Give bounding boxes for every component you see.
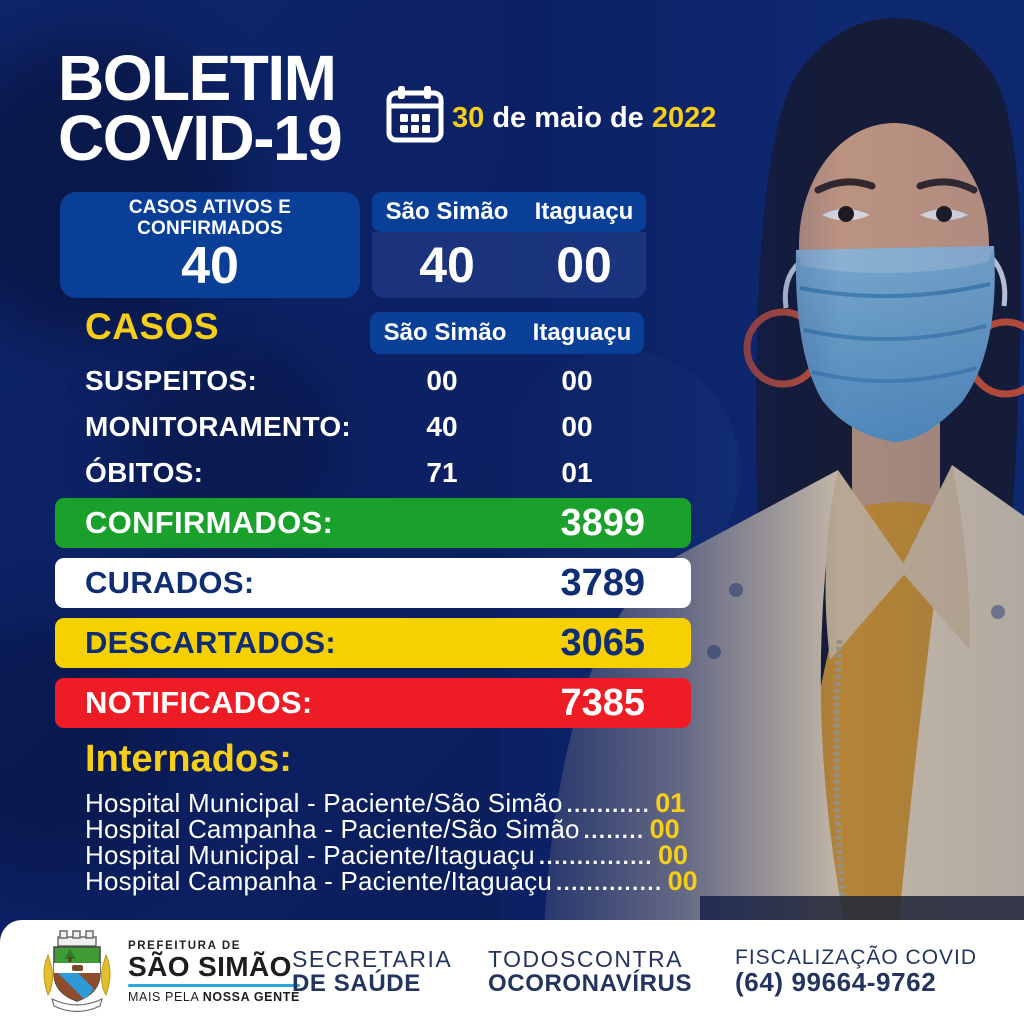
hospital-value: 00 (658, 840, 689, 870)
title-line2: COVID-19 (58, 102, 343, 175)
column-itaguacu: Itaguaçu (534, 198, 634, 225)
table-row: SUSPEITOS: 00 00 (85, 358, 645, 404)
descartados-bar: DESCARTADOS: 3065 (55, 618, 691, 668)
footer-band: PREFEITURA DE SÃO SIMÃO MAIS PELA NOSSA … (0, 920, 1024, 1024)
list-item: Hospital Campanha - Paciente/São Simão .… (85, 814, 698, 844)
list-item: Hospital Campanha - Paciente/Itaguaçu ..… (85, 866, 698, 896)
list-item: Hospital Municipal - Paciente/São Simão … (85, 788, 698, 818)
row-value-sao-simao: 00 (426, 365, 458, 396)
prefeitura-logo: PREFEITURA DE SÃO SIMÃO MAIS PELA NOSSA … (36, 929, 300, 1015)
row-value-sao-simao: 40 (426, 411, 458, 442)
prefeitura-wordmark: PREFEITURA DE SÃO SIMÃO MAIS PELA NOSSA … (128, 940, 300, 1004)
city-crest-logo (43, 930, 111, 1013)
bar-value: 3789 (560, 561, 645, 604)
logo-rule (128, 983, 300, 987)
hospital-value: 00 (649, 814, 680, 844)
casos-heading: CASOS (85, 306, 220, 347)
column-sao-simao: São Simão (383, 319, 507, 346)
summary-value-itaguacu: 00 (556, 237, 612, 293)
row-value-sao-simao: 71 (426, 457, 458, 488)
bar-label: CURADOS: (85, 565, 255, 600)
bulletin-date: 30 de maio de 2022 (452, 102, 716, 135)
hospital-label: Hospital Municipal - Paciente/São Simão (85, 788, 563, 818)
dot-leader: ............... (538, 844, 654, 869)
row-label: ÓBITOS: (85, 457, 204, 488)
bar-value: 3899 (560, 501, 645, 544)
row-label: SUSPEITOS: (85, 365, 258, 396)
summary-values: 40 00 (372, 232, 646, 298)
column-sao-simao: São Simão (385, 198, 509, 225)
prefeitura-line: PREFEITURA DE (128, 940, 242, 953)
hospital-label: Hospital Campanha - Paciente/Itaguaçu (85, 866, 553, 896)
internados-list: Hospital Municipal - Paciente/São Simão … (85, 788, 698, 896)
title-line1: BOLETIM (58, 42, 337, 114)
bar-value: 3065 (560, 621, 645, 664)
date-middle: de maio de (484, 102, 652, 134)
dot-leader: ........... (566, 792, 651, 817)
row-label: MONITORAMENTO: (85, 411, 352, 442)
summary-column-headers: São Simão Itaguaçu (372, 192, 646, 232)
row-value-itaguacu: 01 (561, 457, 593, 488)
curados-bar: CURADOS: 3789 (55, 558, 691, 608)
fiscalizacao-covid-block: FISCALIZAÇÃO COVID (64) 99664-9762 (735, 946, 978, 998)
bar-value: 7385 (560, 681, 645, 724)
active-cases-value: 40 (181, 237, 239, 296)
active-cases-label-1: CASOS ATIVOS E (128, 196, 292, 218)
casos-table: SUSPEITOS: 00 00 MONITORAMENTO: 40 00 ÓB… (85, 358, 645, 496)
casos-column-headers: São Simão Itaguaçu (370, 312, 644, 354)
bar-label: CONFIRMADOS: (85, 505, 334, 540)
city-name: SÃO SIMÃO (128, 951, 292, 983)
active-cases-label-2: CONFIRMADOS (137, 217, 283, 239)
active-cases-box: CASOS ATIVOS E CONFIRMADOS 40 (60, 192, 360, 298)
city-slogan: MAIS PELA NOSSA GENTE (128, 989, 300, 1004)
dot-leader: ........ (583, 818, 645, 843)
bar-label: DESCARTADOS: (85, 625, 337, 660)
calendar-icon (386, 86, 444, 143)
internados-heading: Internados: (85, 738, 292, 780)
hospital-label: Hospital Campanha - Paciente/São Simão (85, 814, 580, 844)
hospital-label: Hospital Municipal - Paciente/Itaguaçu (85, 840, 535, 870)
notificados-bar: NOTIFICADOS: 7385 (55, 678, 691, 728)
row-value-itaguacu: 00 (561, 365, 593, 396)
secretaria-saude-block: SECRETARIA DE SAÚDE (292, 946, 453, 998)
summary-value-sao-simao: 40 (419, 237, 475, 293)
table-row: ÓBITOS: 71 01 (85, 450, 645, 496)
date-year: 2022 (651, 102, 717, 134)
column-itaguacu: Itaguaçu (532, 319, 632, 346)
page-title: BOLETIM COVID-19 (58, 42, 343, 175)
dot-leader: .............. (556, 870, 663, 895)
bar-label: NOTIFICADOS: (85, 685, 313, 720)
confirmados-bar: CONFIRMADOS: 3899 (55, 498, 691, 548)
hospital-value: 01 (655, 788, 686, 818)
table-row: MONITORAMENTO: 40 00 (85, 404, 645, 450)
list-item: Hospital Municipal - Paciente/Itaguaçu .… (85, 840, 698, 870)
date-day: 30 (452, 102, 485, 134)
todos-contra-coronavirus-block: TODOSCONTRA OCORONAVÍRUS (488, 946, 693, 998)
phone-number: (64) 99664-9762 (735, 967, 937, 998)
row-value-itaguacu: 00 (561, 411, 593, 442)
hospital-value: 00 (667, 866, 698, 896)
